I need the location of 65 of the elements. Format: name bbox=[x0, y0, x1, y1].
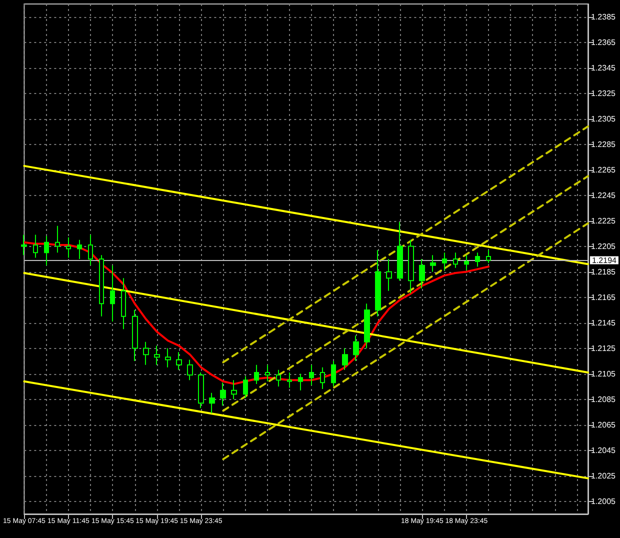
candlestick bbox=[132, 310, 138, 362]
candlestick bbox=[33, 234, 38, 258]
candlestick bbox=[408, 239, 414, 294]
candlestick bbox=[21, 234, 27, 256]
candlestick bbox=[298, 373, 303, 391]
candlestick bbox=[320, 366, 325, 390]
candlestick bbox=[342, 348, 348, 370]
candlestick bbox=[198, 372, 204, 409]
y-tick-label: 1.2145 bbox=[591, 318, 616, 328]
candlestick bbox=[453, 252, 458, 268]
candlestick bbox=[375, 250, 381, 317]
candlestick bbox=[265, 364, 270, 382]
candlestick bbox=[55, 225, 60, 254]
y-tick-label: 1.2385 bbox=[591, 12, 616, 22]
y-tick-label: 1.2065 bbox=[591, 420, 616, 430]
candlestick bbox=[110, 264, 115, 322]
y-tick-label: 1.2125 bbox=[591, 344, 616, 353]
candlestick bbox=[176, 352, 182, 370]
candlestick bbox=[276, 369, 281, 387]
candlestick bbox=[88, 234, 93, 266]
candlestick bbox=[231, 380, 237, 400]
candlestick bbox=[486, 250, 491, 264]
candlestick bbox=[187, 359, 193, 381]
candlestick bbox=[44, 236, 49, 266]
candlestick bbox=[353, 335, 359, 362]
candlestick bbox=[386, 258, 392, 292]
candlestick bbox=[243, 376, 248, 398]
y-tick-label: 1.2365 bbox=[591, 38, 616, 47]
y-tick-label: 1.2085 bbox=[591, 394, 616, 404]
ref-line-label: 1.2194 bbox=[592, 256, 618, 265]
candlestick bbox=[220, 382, 226, 406]
y-tick-label: 1.2105 bbox=[591, 369, 616, 378]
candlestick bbox=[77, 239, 82, 260]
y-tick-label: 1.2005 bbox=[591, 496, 616, 506]
candlestick bbox=[165, 348, 171, 368]
y-tick-label: 1.2325 bbox=[591, 88, 616, 98]
candlestick bbox=[331, 360, 336, 387]
y-tick-label: 1.2025 bbox=[591, 471, 616, 480]
y-tick-label: 1.2185 bbox=[591, 267, 616, 276]
candlestick bbox=[430, 254, 436, 272]
candlestick bbox=[121, 278, 126, 330]
candlestick bbox=[419, 258, 425, 289]
candlestick bbox=[66, 236, 71, 258]
y-tick-label: 1.2305 bbox=[591, 114, 616, 124]
candlestick bbox=[442, 252, 447, 271]
y-tick-label: 1.2245 bbox=[591, 190, 616, 200]
candlestick bbox=[309, 364, 314, 386]
candlestick bbox=[397, 222, 403, 282]
y-tick-label: 1.2165 bbox=[591, 292, 616, 302]
candlestick bbox=[364, 303, 370, 349]
line-series bbox=[23, 241, 490, 385]
y-tick-label: 1.2205 bbox=[591, 242, 616, 251]
y-tick-label: 1.2345 bbox=[591, 63, 616, 72]
candlestick bbox=[209, 392, 215, 414]
candlestick bbox=[143, 341, 149, 366]
candlestick bbox=[154, 345, 160, 366]
y-tick-label: 1.2285 bbox=[591, 140, 616, 149]
y-tick-label: 1.2265 bbox=[591, 165, 616, 174]
candlestick bbox=[99, 254, 104, 317]
candlestick bbox=[464, 254, 469, 271]
candlestick bbox=[254, 364, 259, 384]
candlestick bbox=[287, 372, 292, 388]
y-tick-label: 1.2045 bbox=[591, 446, 616, 455]
candlestick bbox=[475, 252, 480, 268]
y-tick-label: 1.2225 bbox=[591, 216, 616, 226]
